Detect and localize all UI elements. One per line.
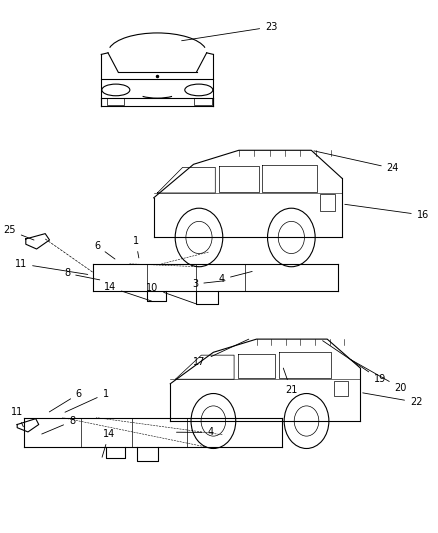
Text: 4: 4: [176, 427, 213, 438]
Text: 3: 3: [192, 279, 225, 289]
Text: 8: 8: [42, 416, 75, 434]
Text: 6: 6: [49, 389, 82, 412]
Text: 10: 10: [146, 283, 195, 304]
Text: 11: 11: [11, 407, 23, 427]
Text: 21: 21: [283, 368, 297, 395]
Bar: [333, 382, 347, 397]
Text: 24: 24: [313, 151, 398, 173]
Text: 14: 14: [102, 429, 115, 457]
Text: 6: 6: [94, 241, 115, 259]
Text: 17: 17: [193, 339, 248, 367]
Bar: [194, 99, 211, 105]
Text: 1: 1: [65, 389, 108, 412]
Bar: [320, 194, 334, 211]
Text: 8: 8: [64, 269, 99, 280]
Text: 11: 11: [15, 259, 88, 274]
Text: 19: 19: [322, 341, 385, 384]
Text: 20: 20: [350, 359, 406, 393]
Text: 23: 23: [181, 22, 277, 41]
Text: 14: 14: [103, 282, 151, 301]
Text: 25: 25: [4, 225, 34, 240]
Text: 22: 22: [362, 393, 421, 407]
Text: 4: 4: [219, 271, 251, 284]
Bar: [106, 99, 124, 105]
Text: 16: 16: [344, 204, 428, 220]
Text: 1: 1: [132, 236, 138, 258]
